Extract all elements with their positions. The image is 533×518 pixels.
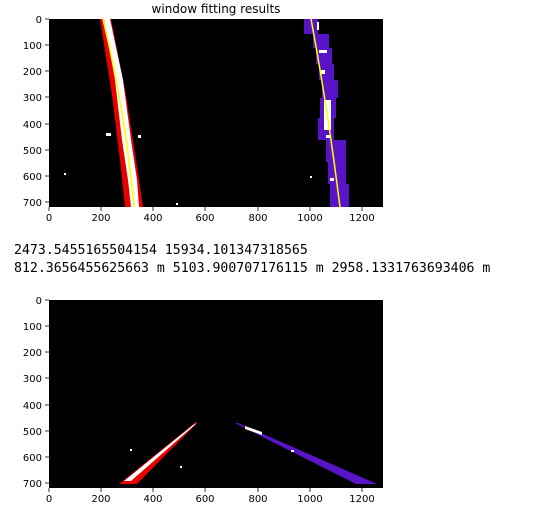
svg-text:300: 300 [23, 93, 42, 104]
y-tick-labels-1: 0 100 200 300 400 500 600 700 [23, 15, 42, 209]
left-lane-region [119, 422, 197, 484]
svg-text:1000: 1000 [297, 213, 322, 224]
right-lane-region [235, 423, 377, 484]
svg-text:1200: 1200 [349, 213, 374, 224]
svg-text:0: 0 [46, 213, 52, 224]
svg-text:100: 100 [23, 41, 42, 52]
svg-text:600: 600 [195, 494, 214, 505]
right-fit-line [310, 18, 341, 208]
svg-text:400: 400 [23, 401, 42, 412]
curvature-output-line: 2473.5455165504154 15934.101347318565 [14, 243, 308, 258]
svg-text:1000: 1000 [297, 494, 322, 505]
svg-text:500: 500 [23, 427, 42, 438]
svg-text:600: 600 [23, 172, 42, 183]
x-tick-labels-2: 0 200 400 600 800 1000 1200 [46, 494, 375, 505]
axes-2-ticks [45, 299, 363, 492]
svg-text:800: 800 [248, 494, 267, 505]
svg-text:200: 200 [23, 67, 42, 78]
axes-2-background [49, 300, 383, 488]
svg-text:700: 700 [23, 198, 42, 209]
svg-text:600: 600 [195, 213, 214, 224]
axes-1-ticks [45, 18, 363, 211]
svg-text:400: 400 [23, 120, 42, 131]
svg-text:200: 200 [23, 348, 42, 359]
svg-text:0: 0 [36, 15, 42, 26]
svg-text:0: 0 [46, 494, 52, 505]
left-fit-line [102, 18, 135, 208]
svg-text:600: 600 [23, 453, 42, 464]
svg-text:300: 300 [23, 374, 42, 385]
noise-pixels-2 [130, 449, 294, 468]
svg-text:1200: 1200 [349, 494, 374, 505]
svg-text:400: 400 [143, 213, 162, 224]
radius-output-line: 812.3656455625663 m 5103.900707176115 m … [14, 261, 491, 276]
svg-text:400: 400 [143, 494, 162, 505]
x-tick-labels-1: 0 200 400 600 800 1000 1200 [46, 213, 375, 224]
right-lane-edge-pixels [245, 426, 262, 435]
figure-title: window fitting results [151, 2, 281, 16]
svg-text:200: 200 [91, 213, 110, 224]
svg-text:800: 800 [248, 213, 267, 224]
svg-text:500: 500 [23, 146, 42, 157]
left-lane-edge-pixels [124, 423, 197, 481]
svg-text:700: 700 [23, 479, 42, 490]
svg-text:0: 0 [36, 296, 42, 307]
noise-pixels [64, 173, 312, 205]
svg-text:200: 200 [91, 494, 110, 505]
y-tick-labels-2: 0 100 200 300 400 500 600 700 [23, 296, 42, 490]
svg-text:100: 100 [23, 322, 42, 333]
